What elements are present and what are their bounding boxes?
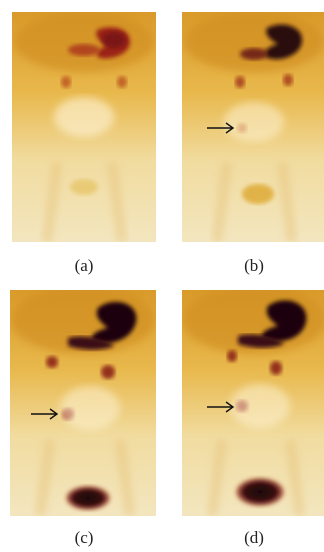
right-arrow-icon [31,408,59,420]
right-arrow-icon [207,401,235,413]
scan-panel-d [182,290,324,516]
scintigraphy-image-d [182,290,324,516]
scintigraphy-image-b [182,12,324,242]
right-arrow-icon [207,122,235,134]
scintigraphy-image-c [10,290,156,516]
scan-panel-a [12,12,156,242]
caption-d: (d) [244,528,264,547]
caption-c: (c) [74,528,94,547]
scintigraphy-image-a [12,12,156,242]
scan-panel-b [182,12,324,242]
scan-panel-c [10,290,156,516]
caption-b: (b) [244,256,264,275]
caption-a: (a) [74,256,94,275]
